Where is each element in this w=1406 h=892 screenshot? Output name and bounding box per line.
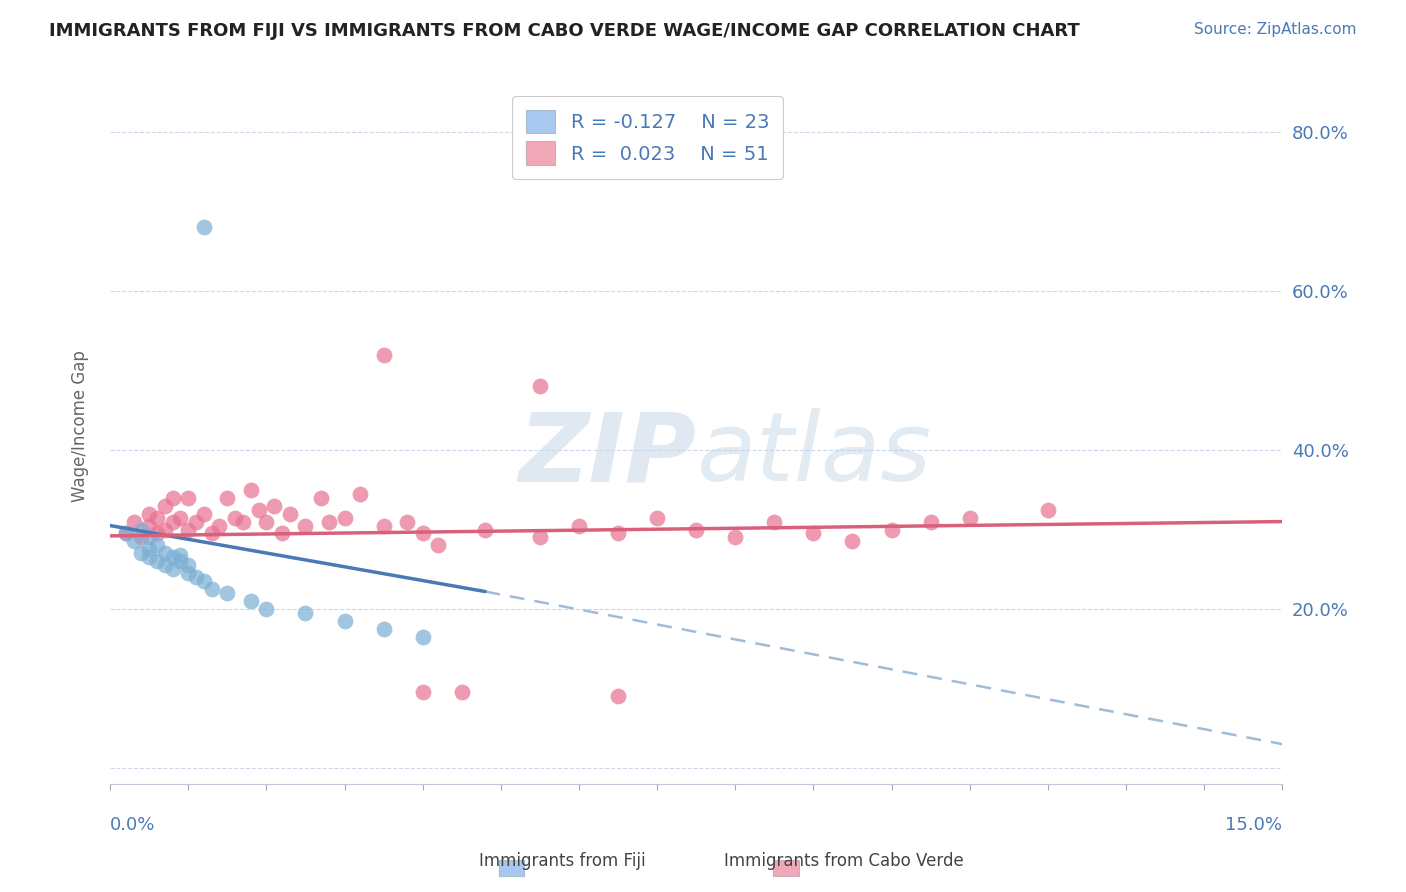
Point (146, 510, 169, 524)
Point (131, 531, 153, 545)
Point (114, 526, 136, 541)
Text: Immigrants from Fiji: Immigrants from Fiji (479, 852, 645, 870)
Point (685, 523, 707, 537)
Legend: R = -0.127    N = 23, R =  0.023    N = 51: R = -0.127 N = 23, R = 0.023 N = 51 (512, 96, 783, 178)
Text: atlas: atlas (696, 409, 931, 501)
Point (247, 502, 270, 516)
Point (146, 538, 169, 552)
Point (607, 526, 630, 541)
Point (131, 546, 153, 560)
Point (568, 518, 591, 533)
Point (169, 510, 191, 524)
Point (153, 523, 176, 537)
Point (474, 523, 496, 537)
Point (122, 534, 145, 549)
Point (294, 606, 316, 620)
Point (724, 531, 747, 545)
Point (763, 515, 786, 529)
Point (217, 586, 239, 600)
Text: Immigrants from Cabo Verde: Immigrants from Cabo Verde (724, 852, 963, 870)
Point (333, 510, 356, 524)
Point (153, 558, 176, 573)
Point (278, 507, 301, 521)
Point (427, 538, 450, 552)
Point (201, 582, 224, 596)
Point (193, 507, 215, 521)
Point (138, 550, 160, 565)
Point (395, 515, 418, 529)
Point (254, 602, 277, 616)
Point (177, 491, 200, 505)
Y-axis label: Wage/Income Gap: Wage/Income Gap (72, 351, 89, 502)
Point (138, 531, 160, 545)
Point (146, 526, 169, 541)
Point (224, 510, 246, 524)
Text: IMMIGRANTS FROM FIJI VS IMMIGRANTS FROM CABO VERDE WAGE/INCOME GAP CORRELATION C: IMMIGRANTS FROM FIJI VS IMMIGRANTS FROM … (49, 22, 1080, 40)
Point (193, 574, 215, 589)
Point (333, 614, 356, 628)
Point (959, 510, 981, 524)
Point (309, 491, 332, 505)
Point (153, 546, 176, 560)
Point (201, 526, 224, 541)
Point (920, 515, 942, 529)
Point (1036, 502, 1059, 516)
Point (841, 534, 863, 549)
Point (529, 531, 551, 545)
Point (318, 515, 340, 529)
Point (184, 570, 207, 584)
Point (232, 515, 254, 529)
Point (607, 690, 630, 704)
Text: ZIP: ZIP (519, 409, 696, 501)
Point (349, 487, 371, 501)
Point (412, 526, 434, 541)
Point (373, 622, 395, 636)
Point (217, 491, 239, 505)
Point (645, 510, 668, 524)
Point (138, 518, 160, 533)
Point (169, 548, 191, 562)
Point (169, 554, 191, 568)
Point (162, 515, 184, 529)
Point (373, 518, 395, 533)
Point (529, 379, 551, 393)
Point (193, 220, 215, 235)
Point (880, 523, 903, 537)
Point (450, 685, 472, 699)
Point (271, 526, 294, 541)
Point (208, 518, 231, 533)
Point (177, 523, 200, 537)
Point (177, 566, 200, 581)
Point (177, 558, 200, 573)
Point (162, 550, 184, 565)
Point (239, 594, 262, 608)
Point (162, 562, 184, 576)
Point (412, 685, 434, 699)
Point (412, 630, 434, 644)
Point (153, 499, 176, 513)
Point (122, 515, 145, 529)
Text: 15.0%: 15.0% (1225, 815, 1282, 834)
Point (162, 491, 184, 505)
Point (114, 526, 136, 541)
Point (254, 515, 277, 529)
Point (801, 526, 824, 541)
Point (239, 483, 262, 497)
Text: Source: ZipAtlas.com: Source: ZipAtlas.com (1194, 22, 1357, 37)
Point (146, 554, 169, 568)
Point (184, 515, 207, 529)
Point (263, 499, 285, 513)
Text: 0.0%: 0.0% (110, 815, 156, 834)
Point (294, 518, 316, 533)
Point (131, 523, 153, 537)
Point (138, 507, 160, 521)
Point (138, 542, 160, 557)
Point (373, 348, 395, 362)
